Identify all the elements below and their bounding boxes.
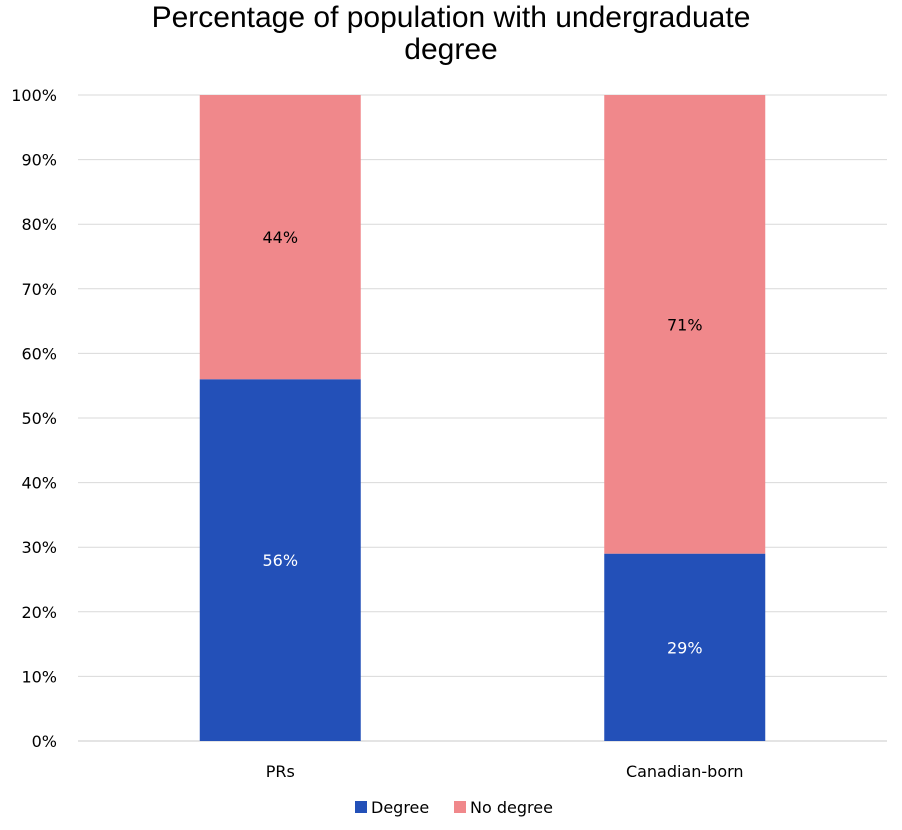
y-tick-label: 90% <box>21 151 57 170</box>
data-label: 56% <box>262 551 298 570</box>
y-tick-label: 100% <box>11 86 57 105</box>
y-tick-label: 70% <box>21 280 57 299</box>
legend-swatch <box>355 801 367 813</box>
x-tick-label: Canadian-born <box>626 762 744 781</box>
y-tick-label: 60% <box>21 344 57 363</box>
y-tick-label: 20% <box>21 603 57 622</box>
y-tick-label: 0% <box>32 732 57 751</box>
y-tick-label: 10% <box>21 667 57 686</box>
bar-segment <box>604 95 766 554</box>
y-tick-label: 30% <box>21 538 57 557</box>
bar-segment <box>604 553 766 741</box>
x-tick-label: PRs <box>266 762 295 781</box>
legend-swatch <box>454 801 466 813</box>
legend-label: No degree <box>470 798 553 817</box>
bar-segment <box>199 379 361 741</box>
data-label: 29% <box>667 638 703 657</box>
data-label: 71% <box>667 315 703 334</box>
bar-segment <box>199 95 361 380</box>
data-label: 44% <box>262 228 298 247</box>
chart-title: Percentage of population with undergradu… <box>151 1 751 66</box>
y-tick-label: 40% <box>21 474 57 493</box>
y-tick-label: 80% <box>21 215 57 234</box>
y-tick-label: 50% <box>21 409 57 428</box>
legend-label: Degree <box>371 798 429 817</box>
